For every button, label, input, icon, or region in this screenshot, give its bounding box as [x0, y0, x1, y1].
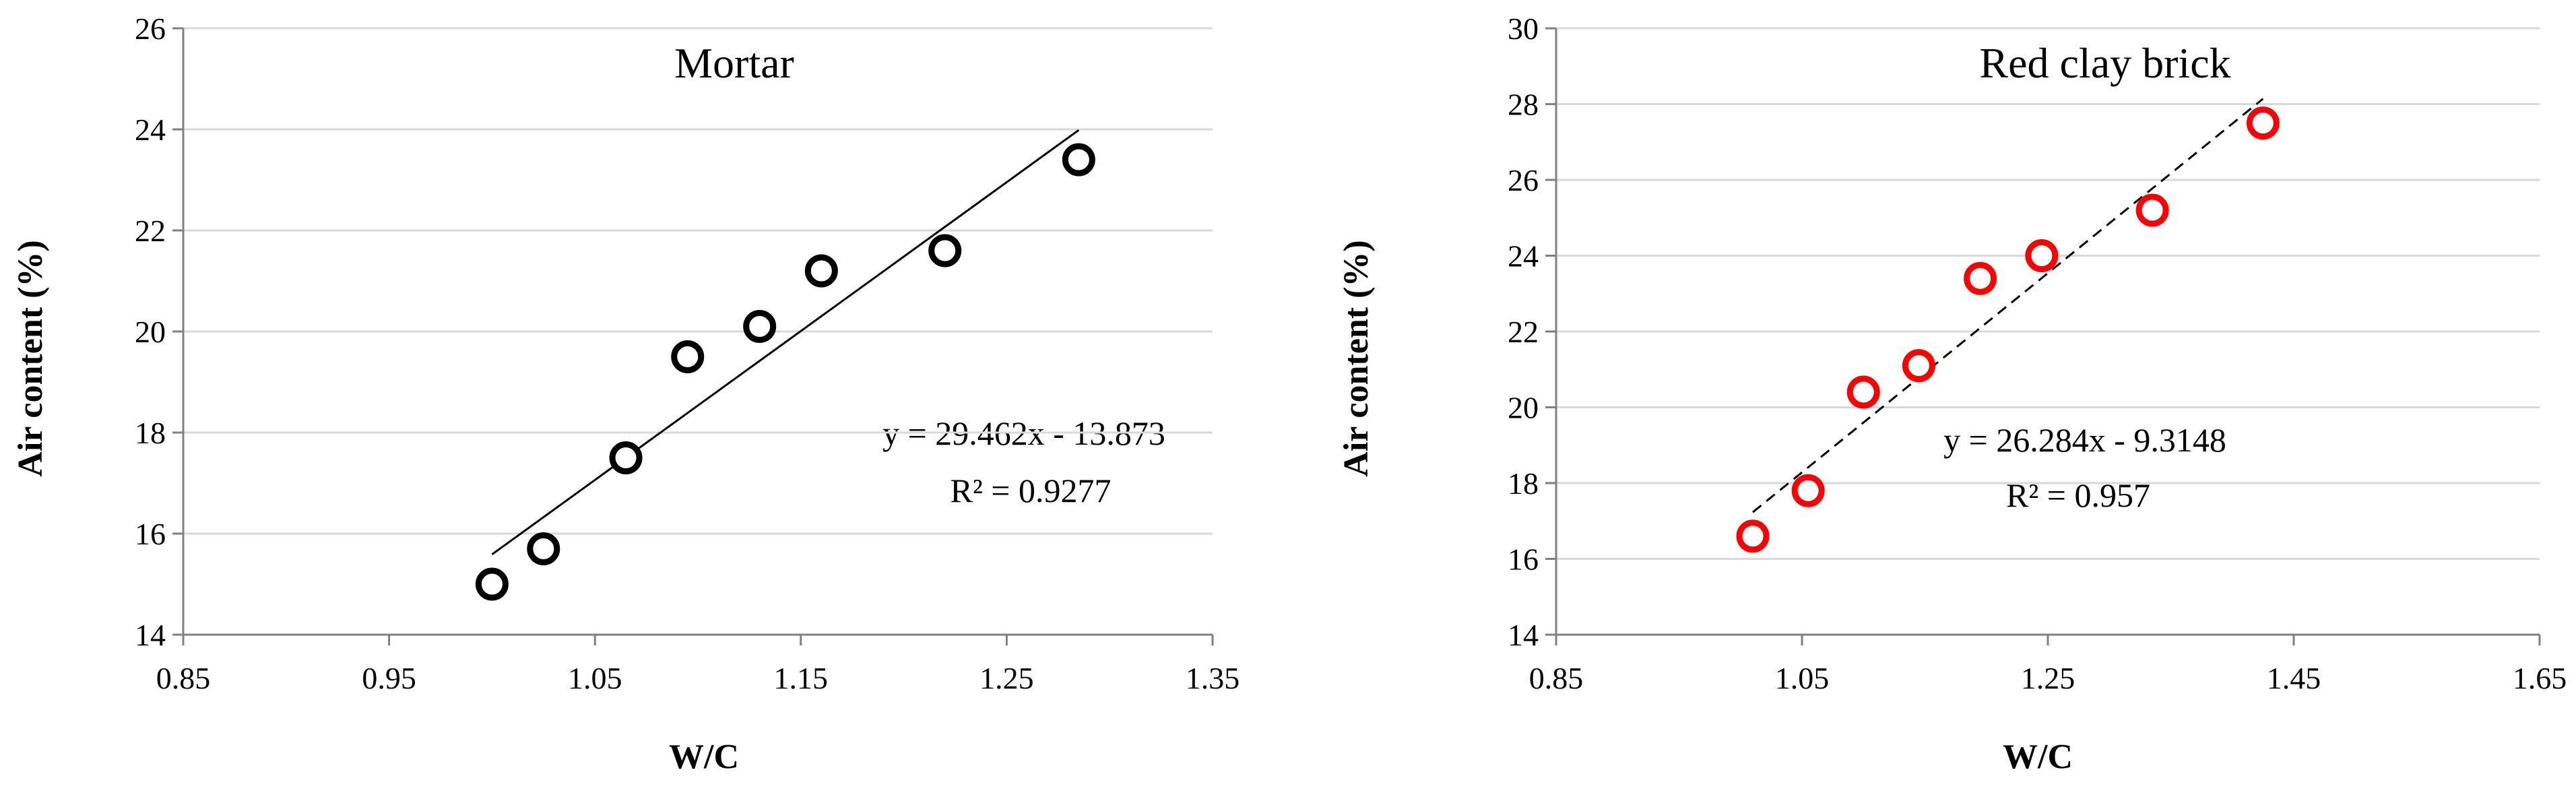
x-axis-title: W/C [2003, 738, 2073, 776]
r-squared-label: R² = 0.957 [2006, 476, 2150, 514]
x-tick-label: 1.65 [2513, 661, 2567, 695]
x-tick-label: 1.05 [568, 661, 622, 695]
data-point [1902, 349, 1935, 383]
data-point [1736, 519, 1770, 553]
y-tick-label: 22 [135, 214, 166, 248]
data-point [2246, 106, 2280, 140]
y-tick-label: 18 [135, 416, 166, 450]
data-point [2135, 193, 2169, 227]
data-point [475, 567, 509, 601]
data-point [1846, 375, 1880, 409]
chart-title-red-clay-brick: Red clay brick [1979, 39, 2230, 87]
data-point [671, 340, 705, 373]
data-point [804, 254, 838, 288]
x-tick-label: 0.85 [1529, 661, 1584, 695]
x-tick-label: 0.95 [362, 661, 416, 695]
trendline [491, 129, 1080, 556]
y-axis-title: Air content (%) [1337, 240, 1376, 476]
x-tick-label: 1.15 [774, 661, 829, 695]
x-tick-label: 1.25 [979, 661, 1034, 695]
x-tick-label: 1.45 [2267, 661, 2321, 695]
data-point [1791, 474, 1825, 507]
data-point [928, 234, 962, 267]
y-tick-label: 14 [135, 618, 166, 652]
y-tick-label: 20 [1508, 391, 1539, 425]
y-tick-label: 26 [135, 11, 166, 46]
y-tick-label: 24 [1508, 239, 1539, 274]
y-tick-label: 18 [1508, 466, 1539, 501]
y-axis-title: Air content (%) [11, 240, 50, 476]
mortar-chart: Mortar y = 29.462x - 13.873 R² = 0.9277 … [11, 11, 1239, 776]
x-tick-label: 1.05 [1775, 661, 1830, 695]
y-tick-label: 20 [135, 315, 166, 349]
x-tick-label: 1.25 [2021, 661, 2075, 695]
y-tick-label: 24 [135, 113, 166, 147]
trendline [1752, 98, 2264, 513]
trendline-equation: y = 26.284x - 9.3148 [1943, 421, 2226, 459]
x-tick-label: 0.85 [156, 661, 211, 695]
x-axis-title: W/C [669, 738, 739, 776]
y-tick-label: 30 [1508, 11, 1539, 46]
r-squared-label: R² = 0.9277 [950, 472, 1111, 509]
data-point [609, 441, 643, 474]
data-point [1964, 261, 1997, 295]
chart-title-mortar: Mortar [674, 39, 794, 87]
data-point [2025, 239, 2059, 272]
y-tick-label: 28 [1508, 88, 1539, 122]
data-point [743, 310, 777, 343]
y-tick-label: 16 [1508, 542, 1539, 577]
x-tick-label: 1.35 [1186, 661, 1240, 695]
y-tick-label: 16 [135, 517, 166, 551]
y-tick-label: 26 [1508, 163, 1539, 197]
data-point [1062, 143, 1095, 177]
red-clay-brick-chart: Red clay brick y = 26.284x - 9.3148 R² =… [1337, 11, 2567, 776]
y-tick-label: 14 [1508, 618, 1539, 652]
y-tick-label: 22 [1508, 315, 1539, 349]
data-point [527, 532, 560, 565]
